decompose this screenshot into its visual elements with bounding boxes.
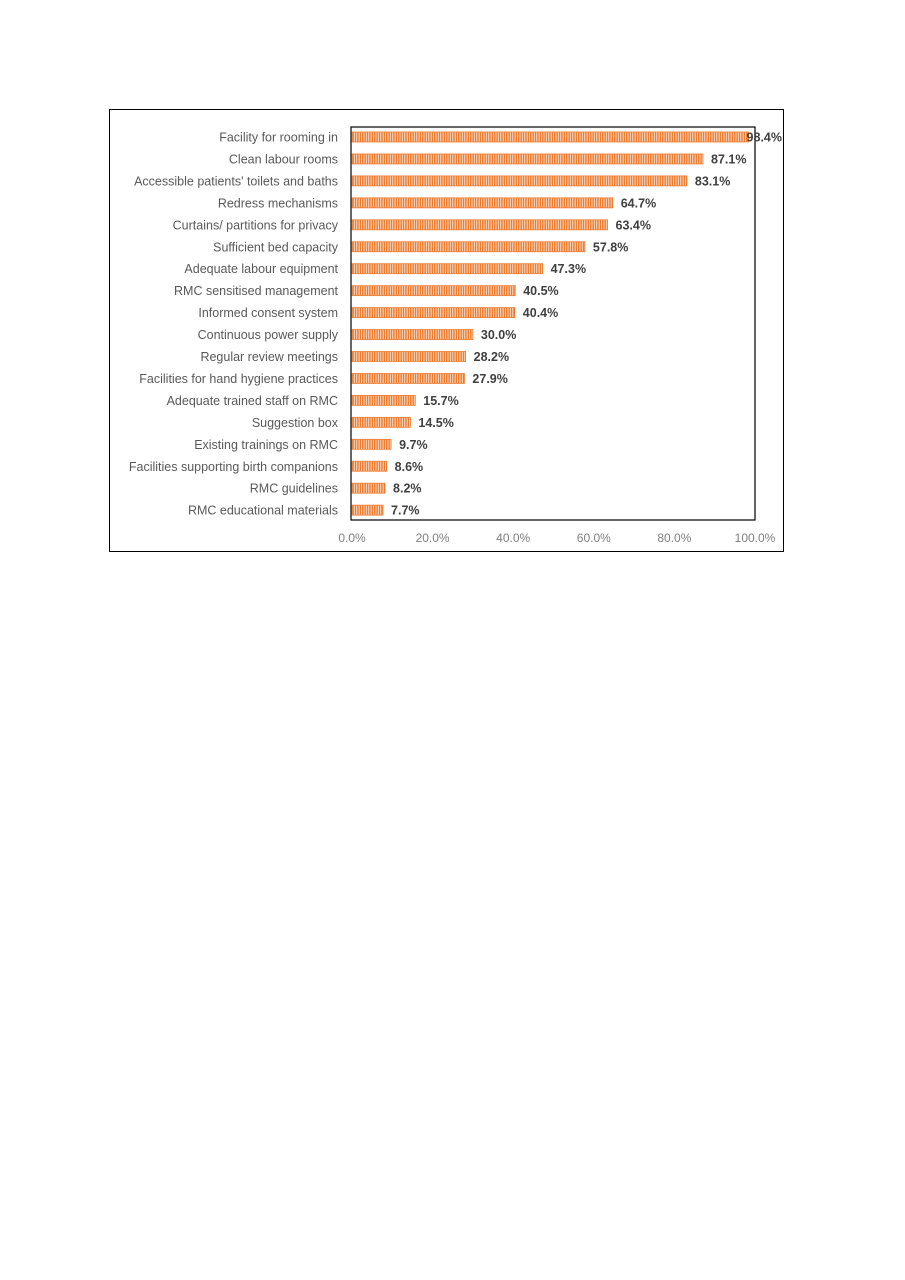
bar-4 (351, 197, 614, 209)
bar-12 (351, 373, 465, 384)
data-label: 40.5% (523, 284, 558, 298)
data-label: 28.2% (474, 350, 509, 364)
bar-9 (351, 307, 516, 319)
category-label: Adequate trained staff on RMC (167, 394, 338, 408)
bar-13 (351, 394, 416, 406)
category-label: Existing trainings on RMC (194, 438, 338, 452)
x-tick-label: 40.0% (496, 531, 530, 545)
category-label: Accessible patients' toilets and baths (134, 174, 338, 188)
category-label: Facility for rooming in (219, 131, 338, 145)
data-label: 47.3% (551, 262, 586, 276)
labels-layer: Facility for rooming in 98.4% Clean labour… (129, 131, 782, 518)
bar-11 (351, 351, 467, 362)
bar-15 (351, 438, 392, 450)
x-tick-label: 0.0% (338, 531, 366, 545)
category-label: Facilities for hand hygiene practices (139, 372, 338, 386)
category-label: Informed consent system (198, 306, 338, 320)
data-label: 98.4% (747, 131, 782, 145)
category-label: Clean labour rooms (229, 152, 338, 166)
category-label: RMC guidelines (250, 482, 338, 496)
bars-layer (351, 131, 749, 516)
x-tick-label: 80.0% (657, 531, 691, 545)
bar-14 (351, 416, 411, 428)
bar-chart: Facility for rooming in 98.4% Clean labour… (129, 126, 782, 545)
bar-8 (351, 285, 516, 297)
data-label: 15.7% (423, 394, 458, 408)
data-label: 40.4% (523, 306, 558, 320)
category-label: RMC sensitised management (174, 284, 338, 298)
category-label: Sufficient bed capacity (213, 240, 339, 254)
data-label: 8.2% (393, 482, 422, 496)
bar-10 (351, 329, 474, 340)
x-tick-label: 100.0% (735, 531, 776, 545)
plot-area (350, 126, 756, 521)
category-label: Suggestion box (252, 416, 339, 430)
bar-3 (351, 175, 688, 187)
data-label: 9.7% (399, 438, 428, 452)
data-label: 83.1% (695, 174, 730, 188)
data-label: 57.8% (593, 240, 628, 254)
data-label: 8.6% (395, 460, 424, 474)
category-label: Continuous power supply (198, 328, 339, 342)
bar-7 (351, 263, 544, 275)
category-label: Curtains/ partitions for privacy (173, 218, 339, 232)
data-label: 27.9% (472, 372, 507, 386)
category-label: Redress mechanisms (218, 196, 338, 210)
x-tick-label: 20.0% (416, 531, 450, 545)
bar-1 (351, 131, 749, 143)
data-label: 7.7% (391, 504, 420, 518)
data-label: 64.7% (621, 196, 656, 210)
category-label: RMC educational materials (188, 504, 338, 518)
chart-frame: Facility for rooming in 98.4% Clean labour… (109, 109, 784, 552)
category-label: Adequate labour equipment (184, 262, 338, 276)
bar-2 (351, 153, 704, 165)
data-label: 87.1% (711, 152, 746, 166)
data-label: 14.5% (418, 416, 453, 430)
data-label: 30.0% (481, 328, 516, 342)
bar-5 (351, 219, 608, 231)
bar-16 (351, 460, 388, 472)
x-axis: 0.0% 20.0% 40.0% 60.0% 80.0% 100.0% (338, 531, 775, 545)
bar-18 (351, 504, 384, 516)
data-label: 63.4% (616, 218, 651, 232)
category-label: Facilities supporting birth companions (129, 460, 338, 474)
category-label: Regular review meetings (200, 350, 338, 364)
x-tick-label: 60.0% (577, 531, 611, 545)
bar-6 (351, 241, 586, 253)
bar-17 (351, 482, 386, 494)
